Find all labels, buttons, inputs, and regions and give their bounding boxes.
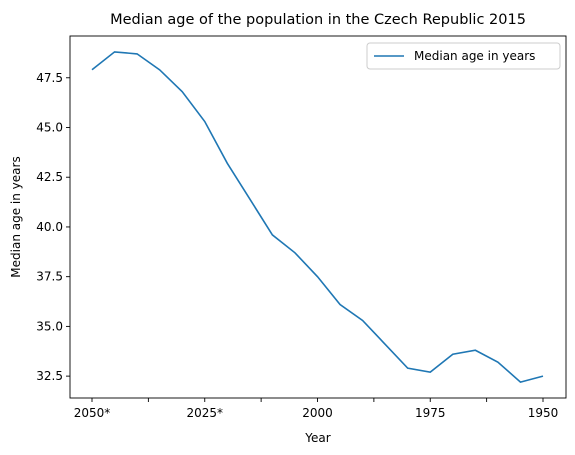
x-tick-label: 2000	[302, 406, 333, 420]
chart-title: Median age of the population in the Czec…	[110, 12, 526, 28]
y-axis-ticks: 32.5 35.0 37.5 40.0 42.5 45.0 47.5	[36, 71, 70, 383]
y-tick-label: 47.5	[36, 71, 63, 85]
legend-box	[366, 42, 561, 70]
y-tick-label: 35.0	[36, 319, 63, 333]
y-tick-label: 32.5	[36, 369, 63, 383]
y-axis-label: Median age in years	[9, 156, 23, 277]
y-tick-label: 40.0	[36, 220, 63, 234]
legend: Median age in years	[366, 42, 561, 70]
x-axis-ticks: 2050* 2025* 2000 1975 1950	[74, 398, 559, 420]
legend-entry-median-age: Median age in years	[414, 49, 535, 63]
y-tick-label: 42.5	[36, 170, 63, 184]
plot-frame	[69, 35, 567, 399]
x-tick-label: 2050*	[74, 406, 111, 420]
x-tick-label: 2025*	[186, 406, 223, 420]
x-axis-label: Year	[304, 431, 330, 445]
x-tick-label: 1975	[415, 406, 446, 420]
series-line-median-age	[91, 51, 544, 383]
x-tick-label: 1950	[528, 406, 559, 420]
y-tick-label: 45.0	[36, 120, 63, 134]
y-tick-label: 37.5	[36, 270, 63, 284]
